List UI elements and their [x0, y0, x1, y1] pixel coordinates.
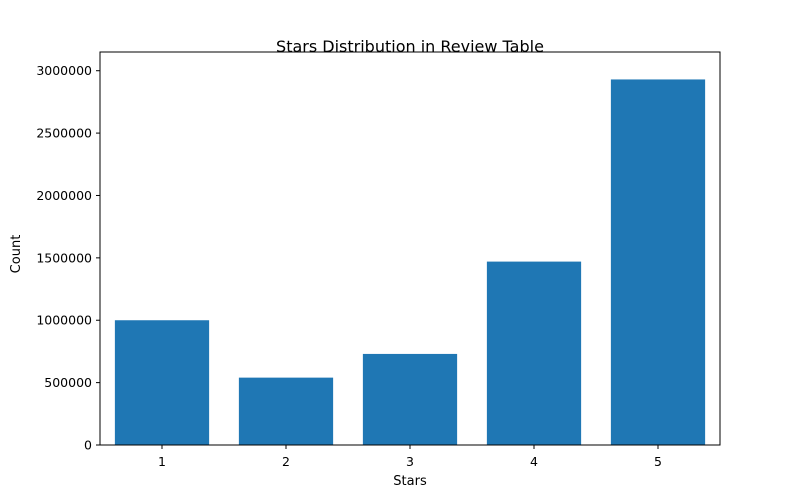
bar-3 — [362, 353, 458, 445]
bars-group — [114, 79, 706, 445]
bar-5 — [610, 79, 706, 445]
y-tick-label: 2500000 — [36, 126, 92, 141]
x-tick-label: 2 — [282, 454, 290, 469]
x-tick-label: 3 — [406, 454, 414, 469]
y-tick-label: 0 — [84, 438, 92, 453]
x-axis: 1 2 3 4 5 — [158, 445, 662, 469]
y-axis-label: Count — [9, 235, 24, 274]
bar-4 — [486, 261, 582, 445]
x-tick-label: 1 — [158, 454, 166, 469]
x-axis-label: Stars — [393, 474, 427, 489]
y-tick-label: 3000000 — [36, 63, 92, 78]
x-tick-label: 4 — [530, 454, 538, 469]
y-tick-label: 2000000 — [36, 188, 92, 203]
y-tick-label: 1000000 — [36, 313, 92, 328]
bar-2 — [238, 377, 334, 445]
bar-1 — [114, 320, 210, 445]
y-axis: 0 500000 1000000 1500000 2000000 2500000 30000… — [36, 63, 100, 453]
y-tick-label: 500000 — [44, 375, 92, 390]
x-tick-label: 5 — [654, 454, 662, 469]
y-tick-label: 1500000 — [36, 250, 92, 265]
chart-title: Stars Distribution in Review Table — [276, 37, 544, 56]
